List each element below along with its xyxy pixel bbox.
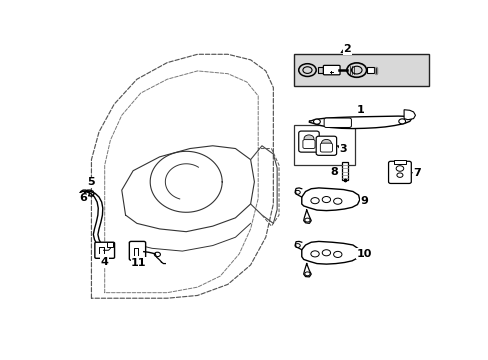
Text: 11: 11 (131, 258, 146, 268)
Text: 4: 4 (101, 257, 108, 267)
Text: 7: 7 (413, 168, 420, 179)
Circle shape (310, 251, 319, 257)
Bar (107, 242, 113, 247)
Polygon shape (309, 116, 411, 129)
Text: 3: 3 (339, 144, 346, 153)
FancyBboxPatch shape (302, 140, 314, 148)
Polygon shape (301, 188, 359, 211)
Circle shape (304, 135, 313, 142)
Polygon shape (301, 242, 359, 264)
Bar (341, 162, 347, 180)
Bar (347, 66, 365, 74)
Circle shape (322, 250, 330, 256)
FancyBboxPatch shape (316, 136, 336, 155)
FancyBboxPatch shape (324, 118, 351, 127)
Polygon shape (403, 110, 415, 120)
Bar (294, 125, 354, 165)
Bar (393, 160, 405, 163)
Text: 10: 10 (356, 249, 371, 259)
Circle shape (321, 139, 331, 147)
FancyBboxPatch shape (388, 161, 410, 184)
FancyBboxPatch shape (95, 242, 114, 258)
FancyBboxPatch shape (298, 131, 319, 152)
FancyBboxPatch shape (323, 66, 339, 75)
Text: 1: 1 (356, 105, 364, 115)
Circle shape (322, 197, 330, 203)
Bar (294, 54, 428, 86)
Text: 5: 5 (87, 177, 95, 187)
Circle shape (396, 173, 402, 177)
Bar (366, 67, 373, 73)
Text: 6: 6 (79, 193, 87, 203)
Circle shape (313, 119, 320, 124)
FancyBboxPatch shape (320, 143, 332, 152)
FancyBboxPatch shape (129, 242, 145, 260)
Text: 2: 2 (343, 44, 350, 54)
Bar (317, 67, 323, 73)
Circle shape (333, 251, 341, 257)
Circle shape (395, 166, 403, 171)
Circle shape (398, 119, 405, 124)
Circle shape (333, 198, 341, 204)
Text: 9: 9 (360, 196, 367, 206)
Text: 8: 8 (329, 167, 337, 177)
Circle shape (310, 198, 319, 204)
